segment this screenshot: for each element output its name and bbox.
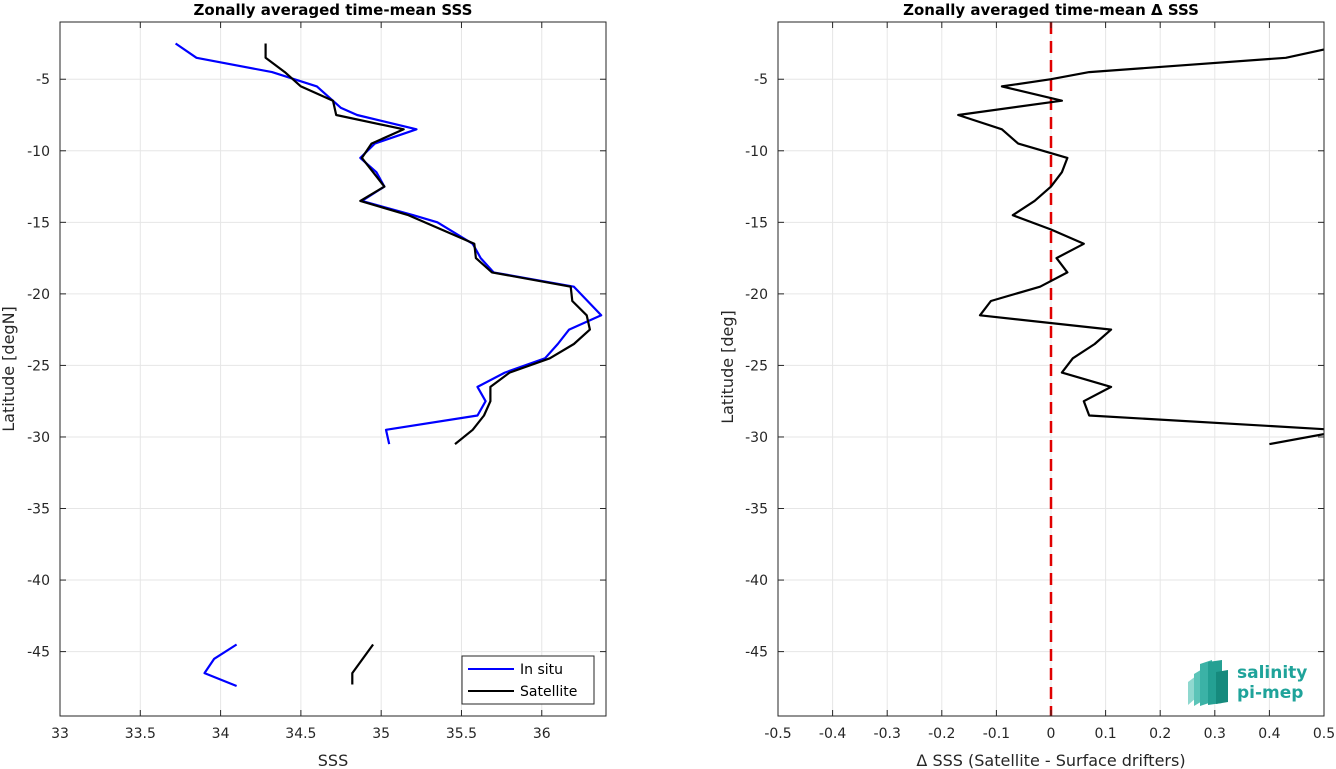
right-ytick-label: -30 [745, 430, 768, 446]
right-xtick-label: -0.4 [819, 726, 846, 742]
left-xtick-label: 34.5 [285, 726, 316, 742]
right-tick-marks [777, 22, 1325, 716]
left-ytick-label: -35 [27, 502, 50, 518]
logo-text-line1: salinity [1237, 663, 1307, 683]
left-chart-title: Zonally averaged time-mean SSS [194, 1, 473, 19]
left-y-axis-label: Latitude [degN] [0, 306, 18, 432]
left-ytick-label: -30 [27, 430, 50, 446]
right-xtick-label: -0.1 [983, 726, 1010, 742]
legend-label-in-situ: In situ [520, 662, 563, 678]
left-series-in-situ-segment-0 [174, 42, 603, 445]
logo-text-line2: pi-mep [1237, 683, 1303, 703]
right-series-lines [957, 48, 1324, 446]
left-x-axis-label: SSS [318, 751, 348, 769]
left-xtick-label: 33.5 [125, 726, 156, 742]
left-xtick-label: 33 [51, 726, 69, 742]
right-xtick-label: -0.5 [764, 726, 791, 742]
left-series-satellite-segment-1 [351, 643, 374, 685]
right-xtick-label: 0.3 [1204, 726, 1226, 742]
right-ytick-label: -5 [754, 72, 768, 88]
right-ytick-label: -25 [745, 358, 768, 374]
legend: In situ Satellite [461, 655, 595, 705]
left-ytick-label: -20 [27, 287, 50, 303]
right-xtick-label: -0.3 [874, 726, 901, 742]
legend-box [461, 655, 595, 705]
left-ytick-label: -25 [27, 358, 50, 374]
left-xtick-label: 36 [533, 726, 551, 742]
left-tick-labels: 33 33.5 34 34.5 35 35.5 36 -5 -10 -15 -20 -25 -30 -35… [27, 72, 551, 742]
left-ytick-label: -10 [27, 144, 50, 160]
right-xtick-label: 0 [1047, 726, 1056, 742]
right-chart-panel: -0.5 -0.4 -0.3 -0.2 -0.1 0 0.1 0.2 0.3 0.4 0.5 -5 -1… [718, 1, 1335, 769]
right-xtick-label: 0.4 [1258, 726, 1280, 742]
right-xtick-label: -0.2 [928, 726, 955, 742]
salinity-pi-mep-logo: salinity pi-mep [1188, 660, 1307, 706]
right-xtick-label: 0.5 [1313, 726, 1335, 742]
right-series-delta-sss-segment-0 [957, 48, 1324, 446]
left-ytick-label: -5 [36, 72, 50, 88]
right-tick-labels: -0.5 -0.4 -0.3 -0.2 -0.1 0 0.1 0.2 0.3 0.4 0.5 -5 -1… [745, 72, 1335, 742]
left-ytick-label: -15 [27, 215, 50, 231]
left-plot-area [60, 22, 606, 716]
right-xtick-label: 0.2 [1149, 726, 1171, 742]
left-xtick-label: 35.5 [446, 726, 477, 742]
right-chart-title: Zonally averaged time-mean Δ SSS [903, 1, 1199, 19]
left-gridlines [59, 22, 606, 716]
right-y-axis-label: Latitude [deg] [718, 310, 737, 424]
legend-label-satellite: Satellite [520, 684, 577, 700]
right-ytick-label: -40 [745, 573, 768, 589]
left-tick-marks [59, 22, 606, 716]
right-ytick-label: -15 [745, 215, 768, 231]
right-ytick-label: -45 [745, 645, 768, 661]
right-ytick-label: -10 [745, 144, 768, 160]
left-xtick-label: 35 [372, 726, 390, 742]
left-chart-panel: 33 33.5 34 34.5 35 35.5 36 -5 -10 -15 -20 -25 -30 -35… [0, 1, 607, 769]
right-x-axis-label: Δ SSS (Satellite - Surface drifters) [916, 751, 1185, 769]
left-ytick-label: -40 [27, 573, 50, 589]
right-ytick-label: -35 [745, 502, 768, 518]
logo-mark-icon [1188, 660, 1228, 706]
right-ytick-label: -20 [745, 287, 768, 303]
left-series-lines [174, 42, 603, 688]
left-series-in-situ-segment-1 [203, 643, 238, 688]
left-xtick-label: 34 [212, 726, 230, 742]
left-series-satellite-segment-0 [264, 43, 592, 445]
right-xtick-label: 0.1 [1094, 726, 1116, 742]
left-ytick-label: -45 [27, 645, 50, 661]
left-axes-box [59, 21, 607, 717]
